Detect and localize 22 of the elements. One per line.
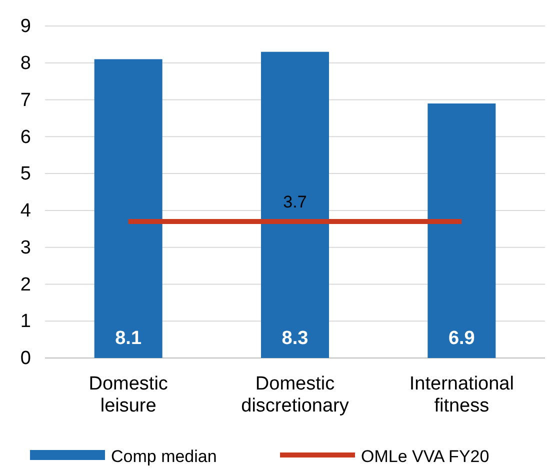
data-label: 3.7 (283, 192, 307, 212)
bar (428, 103, 496, 358)
legend-label: OMLe VVA FY20 (361, 447, 490, 466)
y-tick-label: 1 (20, 311, 31, 332)
data-label: 8.1 (115, 328, 142, 349)
y-tick-label: 3 (20, 237, 31, 258)
y-tick-label: 9 (20, 16, 31, 38)
data-label: 6.9 (448, 328, 475, 349)
y-tick-label: 5 (20, 164, 31, 185)
y-tick-label: 7 (20, 90, 31, 111)
bar (261, 52, 329, 358)
y-tick-label: 0 (20, 348, 31, 370)
x-tick-label: Domestic discretionary (241, 373, 350, 416)
data-label: 8.3 (282, 328, 308, 349)
legend-label: Comp median (111, 447, 217, 466)
y-tick-label: 2 (20, 274, 31, 296)
bar (94, 59, 162, 358)
y-tick-label: 8 (20, 52, 31, 74)
y-tick-label: 4 (20, 200, 32, 222)
x-tick-label: Domestic leisure (88, 373, 168, 416)
y-tick-label: 6 (20, 126, 31, 148)
x-tick-label: International fitness (409, 373, 514, 416)
